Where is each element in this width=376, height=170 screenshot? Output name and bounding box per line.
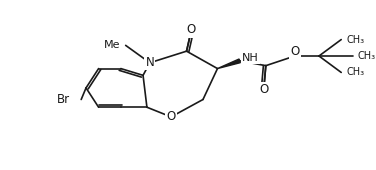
- Polygon shape: [217, 59, 240, 69]
- Text: NH: NH: [242, 53, 258, 63]
- Text: O: O: [259, 83, 268, 96]
- Text: CH₃: CH₃: [346, 35, 364, 45]
- Text: N: N: [146, 56, 154, 69]
- Text: Me: Me: [104, 40, 121, 50]
- Text: CH₃: CH₃: [358, 51, 376, 61]
- Text: CH₃: CH₃: [346, 67, 364, 77]
- Text: O: O: [187, 23, 196, 36]
- Text: O: O: [167, 110, 176, 123]
- Text: O: O: [290, 45, 299, 58]
- Text: Br: Br: [56, 93, 70, 106]
